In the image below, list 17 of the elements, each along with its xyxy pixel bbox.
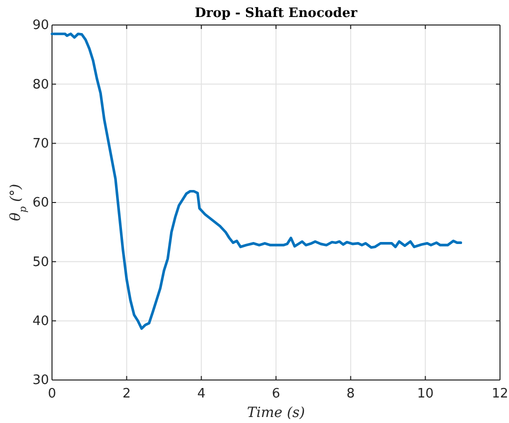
- line-series: [50, 32, 462, 330]
- y-tick-label: 60: [32, 196, 49, 211]
- y-tick-label: 90: [32, 18, 49, 34]
- y-tick-label: 50: [32, 254, 49, 270]
- y-tick-label: 30: [32, 373, 49, 388]
- x-tick-label: 10: [417, 386, 434, 402]
- x-tick-label: 6: [272, 386, 280, 402]
- y-tick-label: 80: [32, 77, 49, 92]
- x-tick-label: 8: [346, 386, 355, 402]
- x-tick-label: 2: [122, 386, 131, 402]
- x-tick-label: 4: [197, 386, 206, 402]
- x-tick-label: 0: [48, 386, 56, 402]
- x-tick-label: 12: [492, 386, 508, 402]
- chart-title: Drop - Shaft Enocoder: [194, 6, 358, 21]
- x-axis-title: Time (s): [247, 405, 305, 421]
- y-tick-label: 40: [32, 314, 49, 329]
- y-tick-label: 70: [32, 136, 49, 152]
